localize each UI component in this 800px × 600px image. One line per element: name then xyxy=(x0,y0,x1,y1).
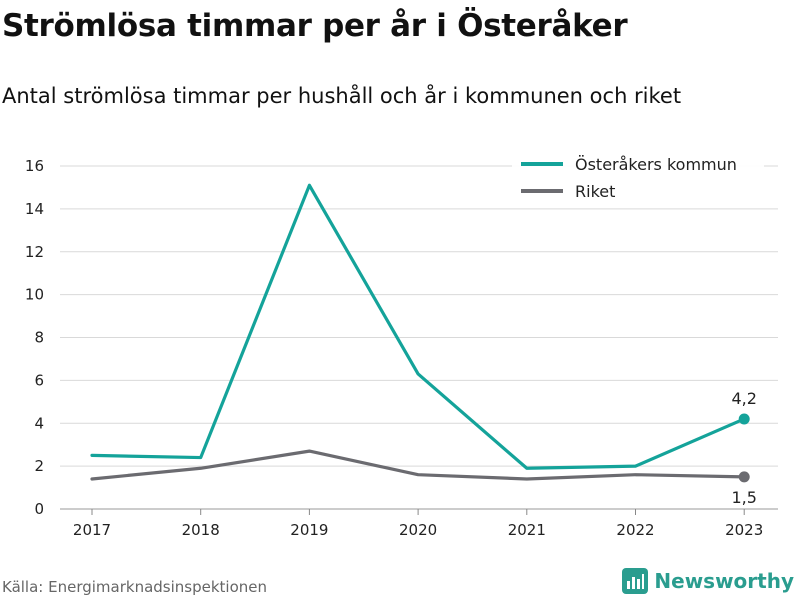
data-label-0: 4,2 xyxy=(731,389,756,408)
chart-title: Strömlösa timmar per år i Österåker xyxy=(2,8,628,44)
y-tick-label: 6 xyxy=(34,371,44,389)
x-tick-label: 2022 xyxy=(616,521,654,539)
y-tick-label: 2 xyxy=(34,457,44,475)
data-labels: 4,2 1,5 xyxy=(731,389,756,507)
x-tick-label: 2023 xyxy=(725,521,763,539)
source-note: Källa: Energimarknadsinspektionen xyxy=(2,578,268,596)
x-tick-label: 2019 xyxy=(290,521,328,539)
y-tick-label: 8 xyxy=(34,329,44,347)
series-endpoint-1 xyxy=(738,471,750,483)
series-lines xyxy=(90,183,750,483)
legend-background xyxy=(512,150,764,208)
y-tick-label: 0 xyxy=(34,500,44,518)
series-endpoint-0 xyxy=(738,413,750,425)
bar-chart-icon xyxy=(622,568,649,594)
y-tick-label: 4 xyxy=(34,414,44,432)
x-tick-label: 2020 xyxy=(399,521,437,539)
axes: 0 2 4 6 8 10 12 14 16 2017 2018 2019 2020 2021 2022 202… xyxy=(25,157,763,539)
grid-lines xyxy=(60,165,778,510)
chart-subtitle: Antal strömlösa timmar per hushåll och å… xyxy=(2,84,682,108)
series-line-0 xyxy=(90,183,746,470)
x-tick-label: 2017 xyxy=(73,521,111,539)
legend-label-0: Österåkers kommun xyxy=(575,155,737,174)
brand-name: Newsworthy xyxy=(654,569,794,593)
x-tick-label: 2021 xyxy=(508,521,546,539)
series-line-1 xyxy=(90,449,746,481)
brand-logo[interactable]: Newsworthy xyxy=(622,568,794,594)
legend: Österåkers kommun Riket xyxy=(512,150,764,208)
x-tick-label: 2018 xyxy=(182,521,220,539)
y-tick-label: 14 xyxy=(25,200,44,218)
y-tick-label: 12 xyxy=(25,243,44,261)
y-tick-label: 10 xyxy=(25,286,44,304)
y-tick-label: 16 xyxy=(25,157,44,175)
data-label-1: 1,5 xyxy=(731,488,756,507)
legend-label-1: Riket xyxy=(575,182,615,201)
